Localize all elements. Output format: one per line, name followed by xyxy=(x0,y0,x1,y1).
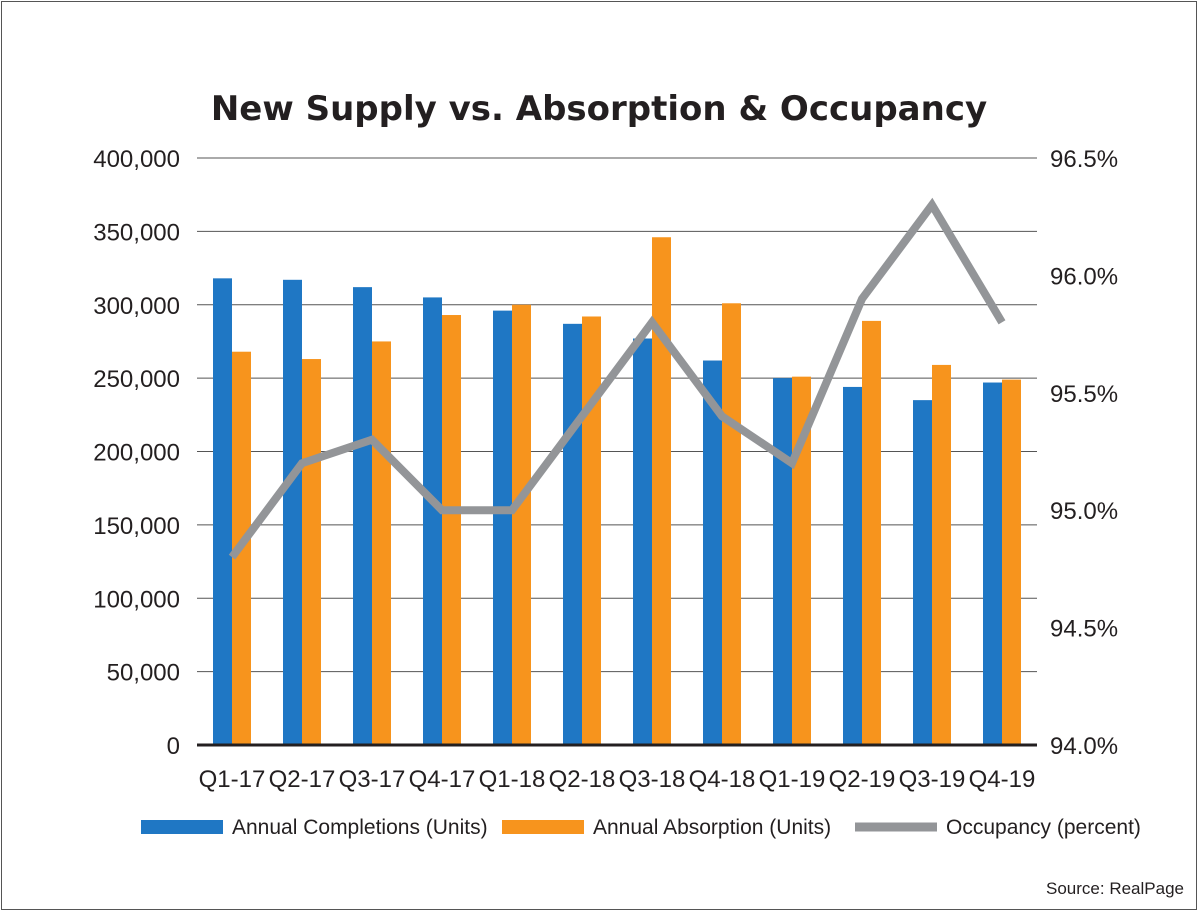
right-axis-ticks: 94.0% 94.5% 95.0% 95.5% 96.0% 96.5% xyxy=(1050,146,1118,760)
left-tick-label: 300,000 xyxy=(93,293,180,320)
legend-swatch xyxy=(502,820,584,834)
absorption-bar-q3-19 xyxy=(932,364,951,745)
bars-group xyxy=(213,237,1021,745)
left-tick-label: 400,000 xyxy=(93,146,180,173)
source-note: Source: RealPage xyxy=(1046,879,1184,898)
legend-swatch xyxy=(141,820,223,834)
right-tick-label: 95.0% xyxy=(1050,498,1118,525)
completions-bar-q4-18 xyxy=(703,360,722,745)
right-tick-label: 96.5% xyxy=(1050,146,1118,173)
absorption-bar-q1-18 xyxy=(512,304,531,745)
completions-bar-q2-19 xyxy=(843,386,862,745)
x-tick-label: Q4-18 xyxy=(689,766,756,793)
right-tick-label: 94.0% xyxy=(1050,733,1118,760)
left-tick-label: 150,000 xyxy=(93,513,180,540)
x-tick-label: Q2-17 xyxy=(269,766,336,793)
x-tick-label: Q3-19 xyxy=(899,766,966,793)
x-tick-label: Q4-17 xyxy=(409,766,476,793)
x-tick-label: Q4-19 xyxy=(969,766,1036,793)
occupancy-line-group xyxy=(228,197,1006,560)
completions-bar-q2-18 xyxy=(563,323,582,745)
legend-label: Annual Absorption (Units) xyxy=(593,816,831,839)
right-tick-label: 96.0% xyxy=(1050,263,1118,290)
x-tick-label: Q3-17 xyxy=(339,766,406,793)
x-tick-label: Q1-18 xyxy=(479,766,546,793)
x-tick-label: Q3-18 xyxy=(619,766,686,793)
occupancy-line xyxy=(228,197,1006,560)
left-tick-label: 0 xyxy=(167,733,180,760)
x-tick-label: Q2-18 xyxy=(549,766,616,793)
left-axis-ticks: 0 50,000 100,000 150,000 200,000 250,000 300,0… xyxy=(93,146,180,760)
absorption-bar-q3-17 xyxy=(372,341,391,745)
completions-bar-q3-17 xyxy=(353,287,372,745)
right-tick-label: 94.5% xyxy=(1050,616,1118,643)
completions-bar-q1-17 xyxy=(213,278,232,745)
completions-bar-q4-17 xyxy=(423,297,442,745)
absorption-bar-q1-19 xyxy=(792,376,811,745)
right-tick-label: 95.5% xyxy=(1050,381,1118,408)
legend-label: Annual Completions (Units) xyxy=(232,816,488,839)
completions-bar-q1-18 xyxy=(493,310,512,745)
left-tick-label: 350,000 xyxy=(93,219,180,246)
absorption-bar-q4-18 xyxy=(722,303,741,745)
absorption-bar-q2-17 xyxy=(302,359,321,745)
absorption-bar-q3-18 xyxy=(652,237,671,745)
completions-bar-q4-19 xyxy=(983,382,1002,745)
completions-bar-q3-18 xyxy=(633,338,652,745)
chart-title: New Supply vs. Absorption & Occupancy xyxy=(211,89,987,129)
completions-bar-q3-19 xyxy=(913,400,932,745)
left-tick-label: 50,000 xyxy=(107,660,180,687)
legend: Annual Completions (Units) Annual Absorpt… xyxy=(141,816,1141,839)
x-axis-ticks: Q1-17 Q2-17 Q3-17 Q4-17 Q1-18 Q2-18 Q3-18 Q4-18… xyxy=(199,766,1036,793)
absorption-bar-q4-19 xyxy=(1002,379,1021,745)
left-tick-label: 100,000 xyxy=(93,586,180,613)
completions-bar-q2-17 xyxy=(283,279,302,745)
legend-label: Occupancy (percent) xyxy=(946,816,1141,839)
absorption-bar-q2-18 xyxy=(582,316,601,745)
completions-bar-q1-19 xyxy=(773,378,792,745)
x-tick-label: Q1-19 xyxy=(759,766,826,793)
absorption-bar-q4-17 xyxy=(442,315,461,745)
absorption-bar-q2-19 xyxy=(862,320,881,745)
x-tick-label: Q2-19 xyxy=(829,766,896,793)
x-tick-label: Q1-17 xyxy=(199,766,266,793)
left-tick-label: 200,000 xyxy=(93,440,180,467)
left-tick-label: 250,000 xyxy=(93,366,180,393)
